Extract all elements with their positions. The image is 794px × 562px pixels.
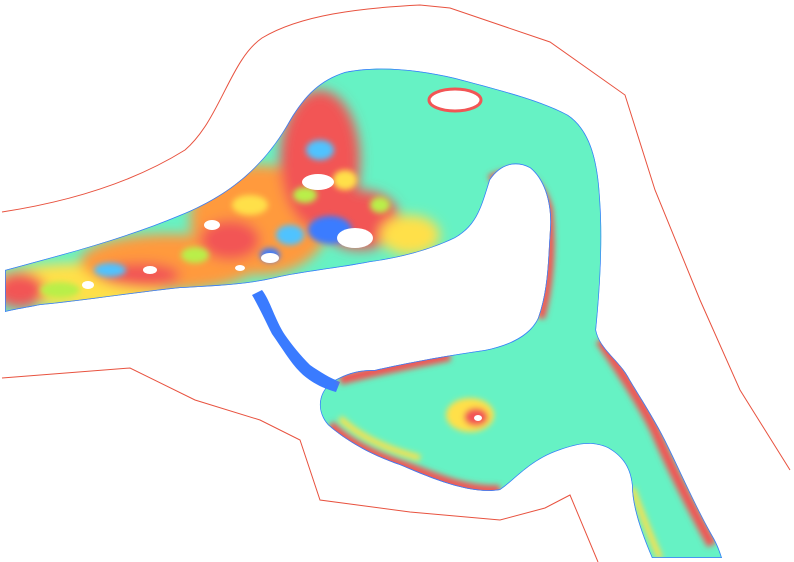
island-west-4 [143, 266, 157, 274]
boundary-lines [1, 4, 791, 562]
island-west-6 [261, 253, 279, 263]
island-west-3 [204, 220, 220, 230]
water-body [5, 68, 722, 559]
boundary-north [1, 4, 791, 471]
island-west-7 [235, 265, 245, 271]
island-shoal [474, 415, 482, 421]
boundary-south [1, 367, 599, 562]
island-north [427, 87, 483, 113]
island-west-1 [302, 174, 334, 190]
depth-shading [5, 68, 722, 559]
island-west-2 [337, 228, 373, 248]
islands [82, 87, 483, 421]
island-west-5 [82, 281, 94, 289]
